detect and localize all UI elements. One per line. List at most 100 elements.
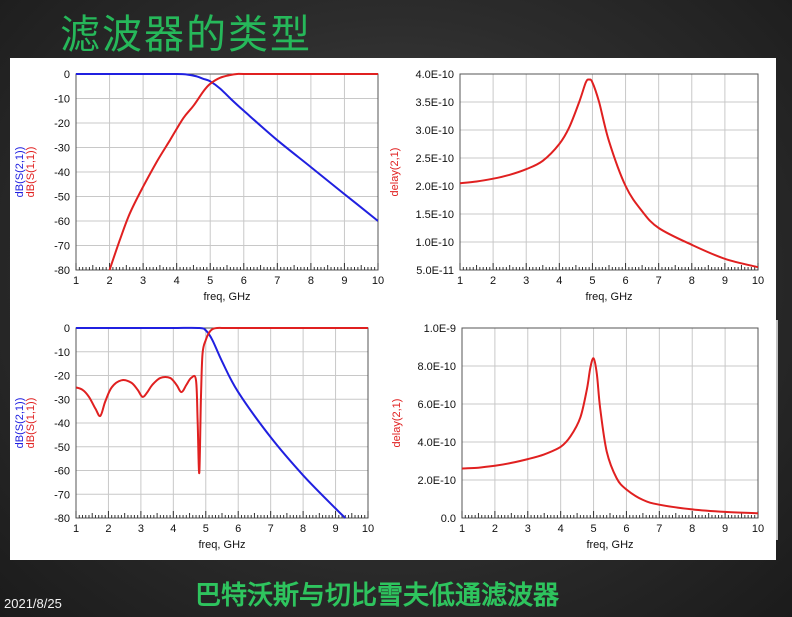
panel-edge-line [776,320,778,540]
x-tick-label: 1 [457,275,463,287]
chart-svg: 1 2 3 4 5 6 7 8 9 10 0 -10 -20 -30 -40 -50 -60 -70 -80 freq… [14,323,374,551]
x-tick-label: 2 [492,523,498,535]
y-tick-label: 0.0 [441,513,456,525]
x-tick-label: 1 [459,523,465,535]
x-tick-label: 4 [558,523,564,535]
x-tick-label: 7 [656,275,662,287]
y-tick-label: 2.0E-10 [417,475,456,487]
grid [75,327,369,519]
series-line-0 [460,78,758,269]
x-tick-label: 9 [332,523,338,535]
x-tick-label: 9 [341,275,347,287]
x-tick-label: 4 [556,275,562,287]
series-line-0 [462,357,758,515]
y-tick-label: 1.5E-10 [415,209,454,221]
y-tick-label: -10 [54,94,70,106]
y-tick-label: 3.0E-10 [415,125,454,137]
x-tick-label: 4 [170,523,176,535]
x-tick-label: 3 [138,523,144,535]
x-tick-label: 3 [523,275,529,287]
chart-svg: 1 2 3 4 5 6 7 8 9 10 1.0E-9 8.0E-10 6.0E-10 4.0E-10 2.… [391,323,764,551]
series-line-1 [76,326,368,474]
x-minor-ticks [459,263,759,270]
y-tick-label: 2.0E-10 [415,181,454,193]
plot-frame [461,327,759,519]
slide-date: 2021/8/25 [4,596,62,611]
y-axis-label-s21: dB(S(2,1)) [14,147,26,198]
x-tick-label: 10 [372,275,384,287]
y-tick-label: -60 [54,466,70,478]
x-tick-label: 8 [308,275,314,287]
y-tick-label: -40 [54,418,70,430]
x-tick-label: 10 [362,523,374,535]
x-tick-label: 5 [203,523,209,535]
y-tick-label: 5.0E-11 [416,265,454,277]
y-axis-label-delay: delay(2,1) [389,148,401,197]
y-tick-label: -50 [54,442,70,454]
y-tick-label: -30 [54,143,70,155]
plot-frame [459,73,759,271]
x-tick-label: 7 [268,523,274,535]
x-axis-label: freq, GHz [203,291,250,303]
x-tick-label: 3 [525,523,531,535]
x-tick-label: 8 [300,523,306,535]
grid [461,327,759,519]
y-tick-label: -80 [54,265,70,277]
y-tick-label: -20 [54,371,70,383]
x-tick-label: 6 [623,523,629,535]
x-tick-label: 10 [752,523,764,535]
x-tick-label: 5 [590,523,596,535]
y-axis-label-s21: dB(S(2,1)) [14,398,26,449]
y-tick-label: -60 [54,216,70,228]
y-tick-label: -20 [54,118,70,130]
series-line-0 [76,72,378,222]
y-axis-label-s11: dB(S(1,1)) [25,147,37,198]
series-line-1 [108,72,378,271]
x-axis-label: freq, GHz [198,539,245,551]
y-tick-label: -30 [54,394,70,406]
x-tick-label: 1 [73,523,79,535]
x-tick-label: 9 [722,275,728,287]
x-tick-label: 9 [722,523,728,535]
x-tick-label: 6 [241,275,247,287]
y-tick-label: -50 [54,192,70,204]
x-axis-label: freq, GHz [586,539,633,551]
grid [459,73,759,271]
y-axis-label-delay: delay(2,1) [391,399,403,448]
x-axis-label: freq, GHz [585,291,632,303]
x-tick-label: 3 [140,275,146,287]
y-tick-label: 0 [64,69,70,81]
x-tick-label: 5 [589,275,595,287]
grid [75,73,379,271]
y-tick-label: 4.0E-10 [415,69,454,81]
y-tick-label: 4.0E-10 [417,437,456,449]
y-tick-label: 2.5E-10 [415,153,454,165]
y-axis-label-s11: dB(S(1,1)) [25,398,37,449]
chart-svg: 1 2 3 4 5 6 7 8 9 10 4.0E-10 3.5E-10 3.0E-10 2.5E-10 2… [389,69,764,303]
x-tick-label: 8 [689,523,695,535]
x-minor-ticks [461,511,759,518]
y-tick-label: 0 [64,323,70,335]
x-tick-label: 2 [106,275,112,287]
y-tick-label: 3.5E-10 [415,97,454,109]
chart-panel-butterworth-delay: 1 2 3 4 5 6 7 8 9 10 4.0E-10 3.5E-10 3.0E-10 2.5E-10 2… [384,58,776,312]
y-tick-label: -80 [54,513,70,525]
series-line-0 [76,326,347,519]
y-tick-label: 8.0E-10 [417,361,456,373]
x-tick-label: 4 [174,275,180,287]
x-tick-label: 10 [752,275,764,287]
x-tick-label: 2 [105,523,111,535]
y-tick-label: -70 [54,241,70,253]
y-tick-label: 6.0E-10 [417,399,456,411]
x-tick-label: 8 [689,275,695,287]
chart-panel-chebyshev-delay: 1 2 3 4 5 6 7 8 9 10 1.0E-9 8.0E-10 6.0E-10 4.0E-10 2.… [386,312,776,560]
chart-panel-chebyshev-s: 1 2 3 4 5 6 7 8 9 10 0 -10 -20 -30 -40 -50 -60 -70 -80 freq… [10,312,386,560]
x-tick-label: 5 [207,275,213,287]
x-tick-label: 6 [622,275,628,287]
x-minor-ticks [75,263,379,270]
y-tick-label: 1.0E-10 [415,237,454,249]
y-tick-label: -40 [54,167,70,179]
x-tick-label: 1 [73,275,79,287]
x-tick-label: 7 [656,523,662,535]
x-minor-ticks [75,511,369,518]
